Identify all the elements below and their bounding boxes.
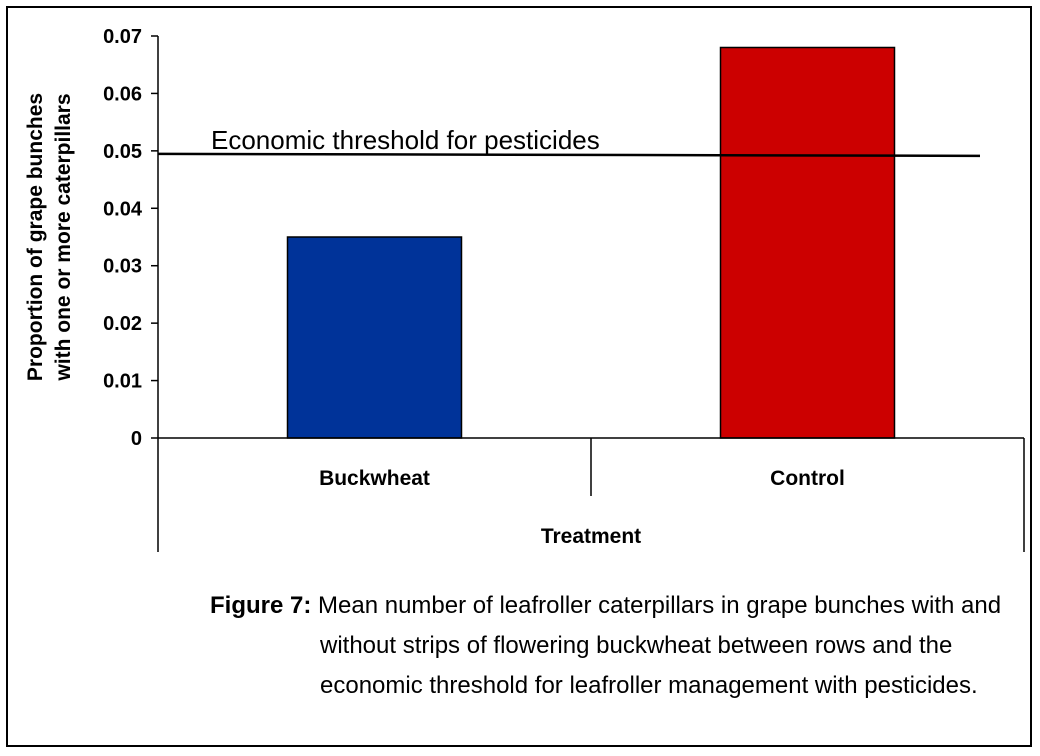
- bar-control: [719, 46, 896, 439]
- y-tick-label: 0.07: [103, 26, 142, 48]
- threshold-line: [157, 152, 981, 158]
- threshold-label: Economic threshold for pesticides: [211, 125, 600, 155]
- y-axis-title-line-1: Proportion of grape bunches: [24, 93, 47, 381]
- y-axis-title-line-2: with one or more caterpillars: [52, 93, 75, 381]
- y-tick-label: 0.02: [103, 313, 142, 335]
- y-tick-label: 0.01: [103, 371, 142, 393]
- x-axis-title: Treatment: [541, 525, 641, 548]
- y-tick-label: 0.06: [103, 83, 142, 105]
- x-axis: [157, 437, 1025, 552]
- category-labels: Buckwheat Control: [319, 467, 845, 490]
- y-tick-label: 0: [131, 428, 142, 450]
- figure-caption: Figure 7: Mean number of leafroller cate…: [210, 586, 1010, 706]
- y-axis: [151, 35, 159, 439]
- category-label: Control: [770, 467, 845, 490]
- caption-text: Mean number of leafroller caterpillars i…: [318, 592, 1002, 699]
- bar-buckwheat: [286, 236, 463, 439]
- y-axis-title: Proportion of grape bunches with one or …: [24, 93, 75, 382]
- y-tick-label: 0.05: [103, 141, 142, 163]
- y-tick-label: 0.03: [103, 256, 142, 278]
- bars: [286, 46, 896, 439]
- category-label: Buckwheat: [319, 467, 430, 490]
- bar-chart: 0 0.01 0.02 0.03 0.04 0.05 0.06 0.07 Buckwheat C…: [24, 26, 1025, 552]
- caption-label: Figure 7:: [210, 592, 312, 619]
- y-tick-label: 0.04: [103, 198, 143, 220]
- y-tick-labels: 0 0.01 0.02 0.03 0.04 0.05 0.06 0.07: [103, 26, 143, 450]
